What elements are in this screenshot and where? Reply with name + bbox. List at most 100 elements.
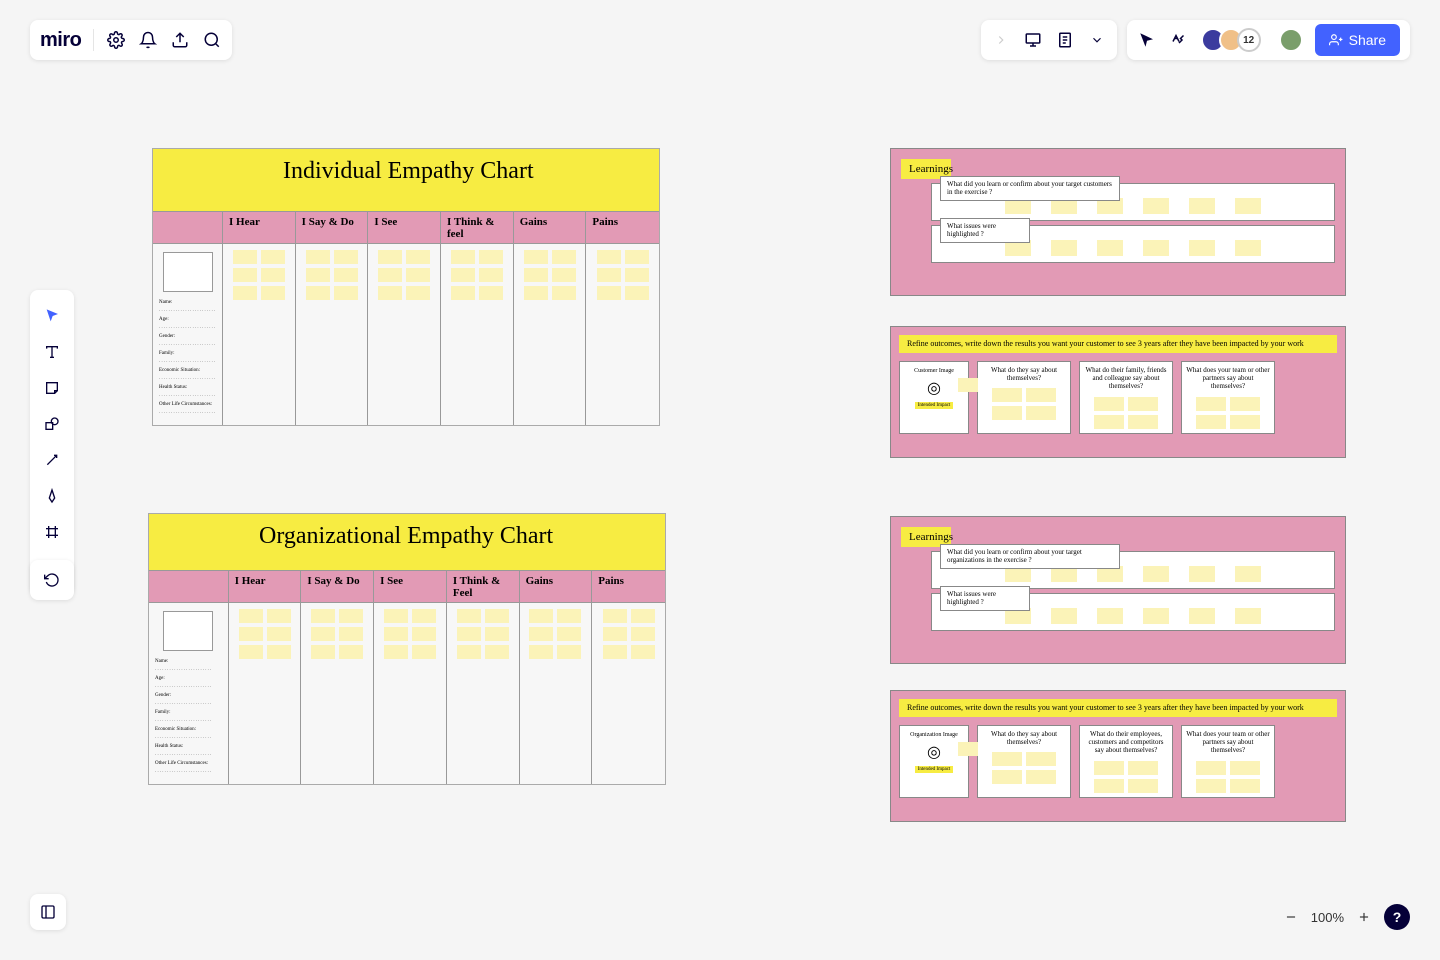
sticky-note[interactable] xyxy=(378,268,402,282)
sticky-note[interactable] xyxy=(1128,415,1158,429)
sticky-note[interactable] xyxy=(451,250,475,264)
sticky-note[interactable] xyxy=(552,268,576,282)
refine-panel[interactable]: Refine outcomes, write down the results … xyxy=(890,690,1346,822)
sticky-note[interactable] xyxy=(1189,198,1215,214)
sticky-note[interactable] xyxy=(1051,240,1077,256)
sticky-note[interactable] xyxy=(384,627,408,641)
sticky-note[interactable] xyxy=(233,268,257,282)
sticky-note[interactable] xyxy=(1230,415,1260,429)
sticky-note[interactable] xyxy=(334,286,358,300)
sticky-note[interactable] xyxy=(412,645,436,659)
sticky-note[interactable] xyxy=(552,286,576,300)
sticky-note[interactable] xyxy=(339,609,363,623)
sticky-note[interactable] xyxy=(1143,608,1169,624)
sticky-note[interactable] xyxy=(451,268,475,282)
sticky-note[interactable] xyxy=(1026,388,1056,402)
sticky-note[interactable] xyxy=(1189,566,1215,582)
sticky-note[interactable] xyxy=(603,645,627,659)
sticky-note[interactable] xyxy=(406,268,430,282)
sticky-note[interactable] xyxy=(485,627,509,641)
sticky-note[interactable] xyxy=(267,627,291,641)
learnings-panel[interactable]: Learnings What did you learn or confirm … xyxy=(890,516,1346,664)
sticky-note[interactable] xyxy=(457,609,481,623)
sticky-note[interactable] xyxy=(958,378,978,392)
sticky-note[interactable] xyxy=(1128,761,1158,775)
sticky-note[interactable] xyxy=(625,286,649,300)
sticky-note[interactable] xyxy=(384,609,408,623)
sticky-note[interactable] xyxy=(1235,608,1261,624)
sticky-note[interactable] xyxy=(992,388,1022,402)
sticky-note[interactable] xyxy=(457,627,481,641)
sticky-note[interactable] xyxy=(479,268,503,282)
sticky-note[interactable] xyxy=(1094,761,1124,775)
sticky-note[interactable] xyxy=(557,609,581,623)
sticky-note[interactable] xyxy=(992,770,1022,784)
sticky-note[interactable] xyxy=(485,609,509,623)
sticky-note[interactable] xyxy=(1196,415,1226,429)
sticky-note[interactable] xyxy=(524,286,548,300)
sticky-note[interactable] xyxy=(597,250,621,264)
sticky-note[interactable] xyxy=(378,250,402,264)
sticky-note[interactable] xyxy=(1097,240,1123,256)
sticky-note[interactable] xyxy=(1026,770,1056,784)
sticky-note[interactable] xyxy=(233,250,257,264)
sticky-note[interactable] xyxy=(378,286,402,300)
sticky-note[interactable] xyxy=(1143,198,1169,214)
sticky-note[interactable] xyxy=(1128,779,1158,793)
sticky-note[interactable] xyxy=(1235,198,1261,214)
sticky-note[interactable] xyxy=(479,286,503,300)
sticky-note[interactable] xyxy=(1051,608,1077,624)
sticky-note[interactable] xyxy=(1026,752,1056,766)
sticky-note[interactable] xyxy=(1196,397,1226,411)
sticky-note[interactable] xyxy=(1230,761,1260,775)
sticky-note[interactable] xyxy=(311,627,335,641)
sticky-note[interactable] xyxy=(1235,240,1261,256)
sticky-note[interactable] xyxy=(267,609,291,623)
sticky-note[interactable] xyxy=(557,645,581,659)
sticky-note[interactable] xyxy=(529,627,553,641)
sticky-note[interactable] xyxy=(603,609,627,623)
sticky-note[interactable] xyxy=(524,268,548,282)
sticky-note[interactable] xyxy=(1094,397,1124,411)
sticky-note[interactable] xyxy=(306,268,330,282)
sticky-note[interactable] xyxy=(485,645,509,659)
sticky-note[interactable] xyxy=(625,250,649,264)
canvas[interactable]: Individual Empathy Chart Name: .........… xyxy=(0,0,1440,960)
sticky-note[interactable] xyxy=(267,645,291,659)
sticky-note[interactable] xyxy=(384,645,408,659)
individual-empathy-chart[interactable]: Individual Empathy Chart Name: .........… xyxy=(152,148,660,426)
sticky-note[interactable] xyxy=(529,645,553,659)
sticky-note[interactable] xyxy=(597,268,621,282)
sticky-note[interactable] xyxy=(339,627,363,641)
sticky-note[interactable] xyxy=(631,645,655,659)
sticky-note[interactable] xyxy=(557,627,581,641)
sticky-note[interactable] xyxy=(239,627,263,641)
sticky-note[interactable] xyxy=(1143,566,1169,582)
sticky-note[interactable] xyxy=(1230,779,1260,793)
sticky-note[interactable] xyxy=(1097,608,1123,624)
sticky-note[interactable] xyxy=(958,742,978,756)
refine-panel[interactable]: Refine outcomes, write down the results … xyxy=(890,326,1346,458)
sticky-note[interactable] xyxy=(457,645,481,659)
sticky-note[interactable] xyxy=(311,645,335,659)
sticky-note[interactable] xyxy=(1128,397,1158,411)
sticky-note[interactable] xyxy=(306,250,330,264)
sticky-note[interactable] xyxy=(1143,240,1169,256)
sticky-note[interactable] xyxy=(992,406,1022,420)
sticky-note[interactable] xyxy=(1235,566,1261,582)
sticky-note[interactable] xyxy=(552,250,576,264)
sticky-note[interactable] xyxy=(1196,779,1226,793)
sticky-note[interactable] xyxy=(306,286,330,300)
sticky-note[interactable] xyxy=(1094,415,1124,429)
sticky-note[interactable] xyxy=(451,286,475,300)
sticky-note[interactable] xyxy=(597,286,621,300)
sticky-note[interactable] xyxy=(334,268,358,282)
sticky-note[interactable] xyxy=(631,609,655,623)
sticky-note[interactable] xyxy=(524,250,548,264)
sticky-note[interactable] xyxy=(311,609,335,623)
sticky-note[interactable] xyxy=(631,627,655,641)
sticky-note[interactable] xyxy=(239,609,263,623)
sticky-note[interactable] xyxy=(1189,240,1215,256)
organizational-empathy-chart[interactable]: Organizational Empathy Chart Name: .....… xyxy=(148,513,666,785)
sticky-note[interactable] xyxy=(1026,406,1056,420)
